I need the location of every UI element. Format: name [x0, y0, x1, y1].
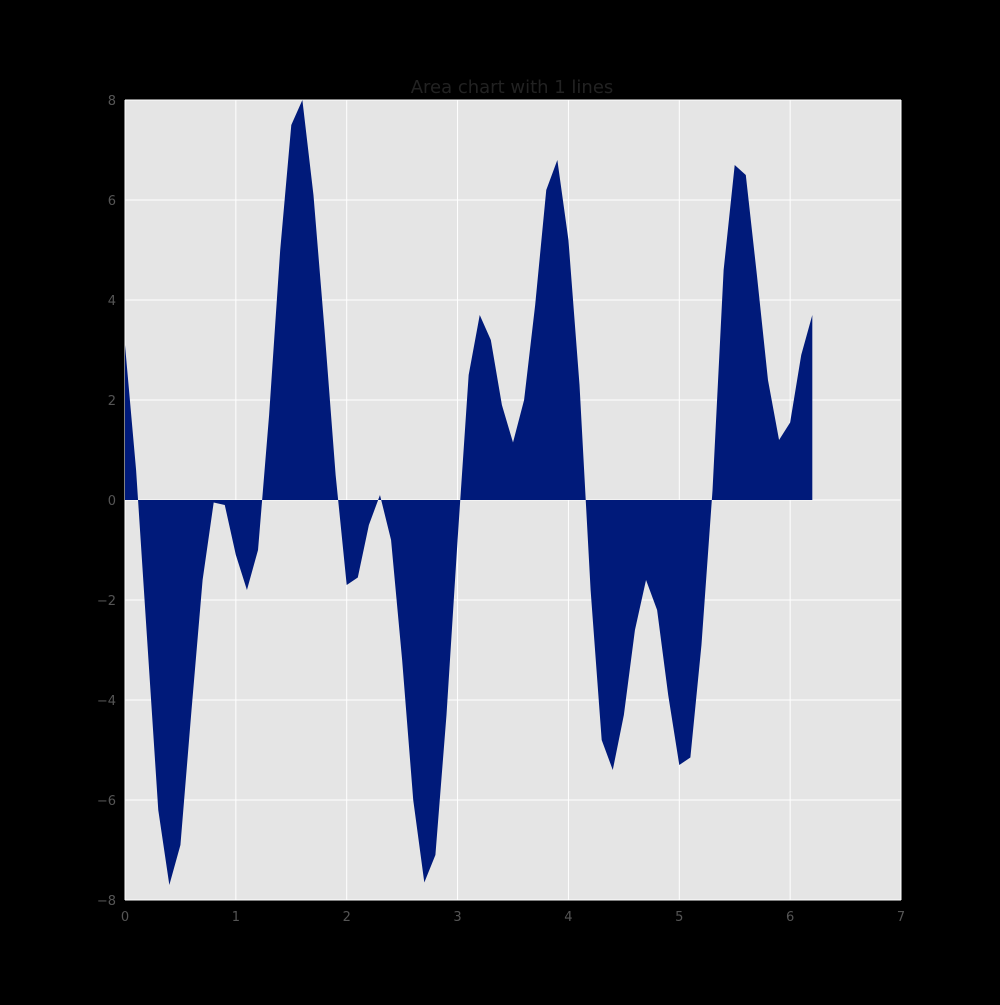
x-tick-label: 3 [453, 910, 461, 925]
x-tick-label: 6 [786, 910, 794, 925]
x-axis-ticks: 0 1 2 3 4 5 6 7 [121, 910, 905, 925]
area-series-0 [125, 100, 813, 885]
y-tick-label: 2 [108, 394, 116, 409]
x-tick-label: 5 [675, 910, 683, 925]
x-tick-label: 0 [121, 910, 129, 925]
y-tick-label: 6 [108, 194, 116, 209]
y-tick-label: −8 [97, 894, 116, 909]
x-tick-label: 2 [343, 910, 351, 925]
x-tick-label: 7 [897, 910, 905, 925]
x-tick-label: 1 [232, 910, 240, 925]
y-tick-label: 8 [108, 94, 116, 109]
x-tick-label: 4 [564, 910, 572, 925]
y-tick-label: −2 [97, 594, 116, 609]
y-tick-label: 4 [108, 294, 116, 309]
chart-title: Area chart with 1 lines [411, 77, 614, 98]
grid [124, 99, 902, 901]
y-tick-label: −4 [97, 694, 116, 709]
series-layer [125, 100, 813, 885]
y-axis-ticks: −8 −6 −4 −2 0 2 4 6 8 [97, 94, 116, 909]
y-tick-label: −6 [97, 794, 116, 809]
y-tick-label: 0 [108, 494, 116, 509]
